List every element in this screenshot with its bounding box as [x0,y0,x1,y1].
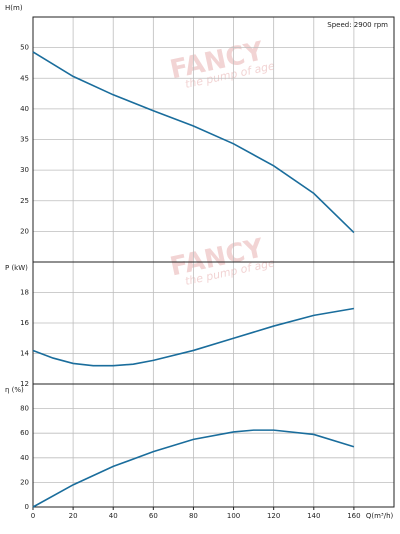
y-tick-label: 40 [20,105,29,113]
y-tick-label: 20 [20,227,29,235]
y-tick-label: 25 [20,197,29,205]
y-axis-label: P (kW) [5,264,28,272]
panel-frame [32,383,395,508]
y-tick-label: 30 [20,166,29,174]
x-tick-label: 120 [267,512,280,520]
y-tick-label: 20 [20,478,29,486]
y-tick-label: 50 [20,44,29,52]
y-tick-label: 18 [20,289,29,297]
y-tick-label: 80 [20,405,29,413]
y-tick-label: 14 [20,350,29,358]
y-tick-label: 60 [20,429,29,437]
x-tick-label: 80 [189,512,198,520]
y-tick-label: 45 [20,74,29,82]
y-axis-label: η (%) [5,386,24,394]
x-tick-label: 40 [109,512,118,520]
curve [32,429,355,508]
curve [32,51,355,234]
x-tick-label: 0 [31,512,35,520]
x-axis-label: Q(m³/h) [366,512,394,520]
x-tick-label: 60 [149,512,158,520]
y-axis-label: H(m) [5,4,23,12]
x-tick-label: 100 [227,512,240,520]
x-tick-label: 140 [307,512,320,520]
curve [32,307,355,367]
y-tick-label: 16 [20,319,29,327]
x-tick-label: 160 [347,512,360,520]
y-tick-label: 40 [20,454,29,462]
annotation: Speed: 2900 rpm [327,21,388,29]
y-tick-label: 35 [20,136,29,144]
x-tick-label: 20 [69,512,78,520]
y-tick-label: 12 [20,380,29,388]
y-tick-label: 0 [25,503,29,511]
